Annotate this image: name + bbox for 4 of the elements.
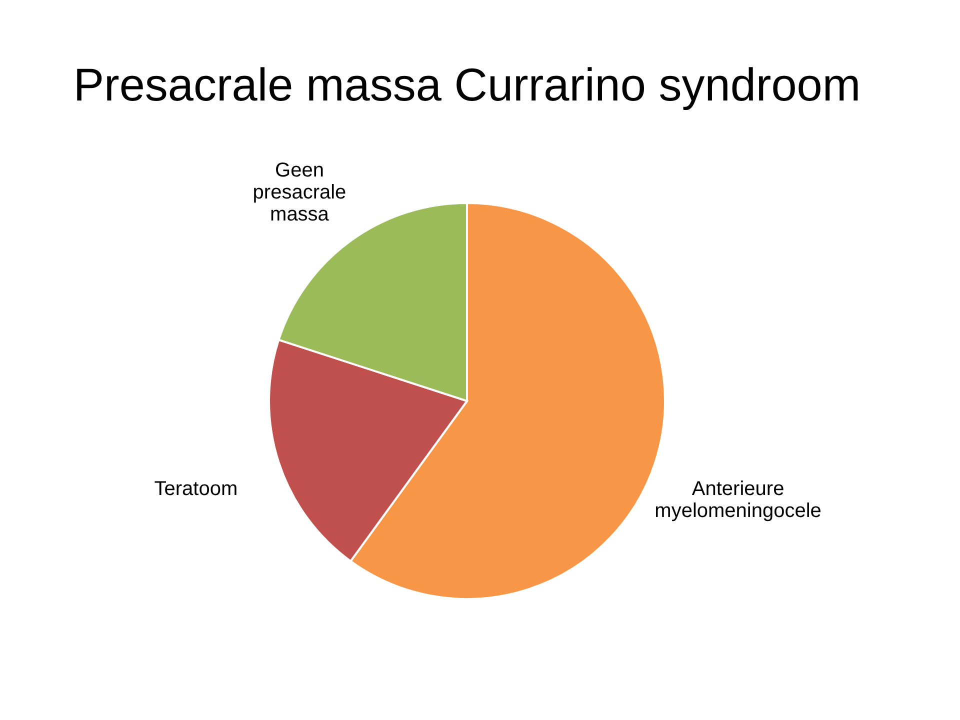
slice-label: Geen presacrale massa	[252, 159, 346, 226]
chart-title: Presacrale massa Currarino syndroom	[73, 58, 861, 110]
slice-label: Anterieure myelomeningocele	[654, 478, 822, 522]
slice-label: Teratoom	[154, 478, 238, 500]
